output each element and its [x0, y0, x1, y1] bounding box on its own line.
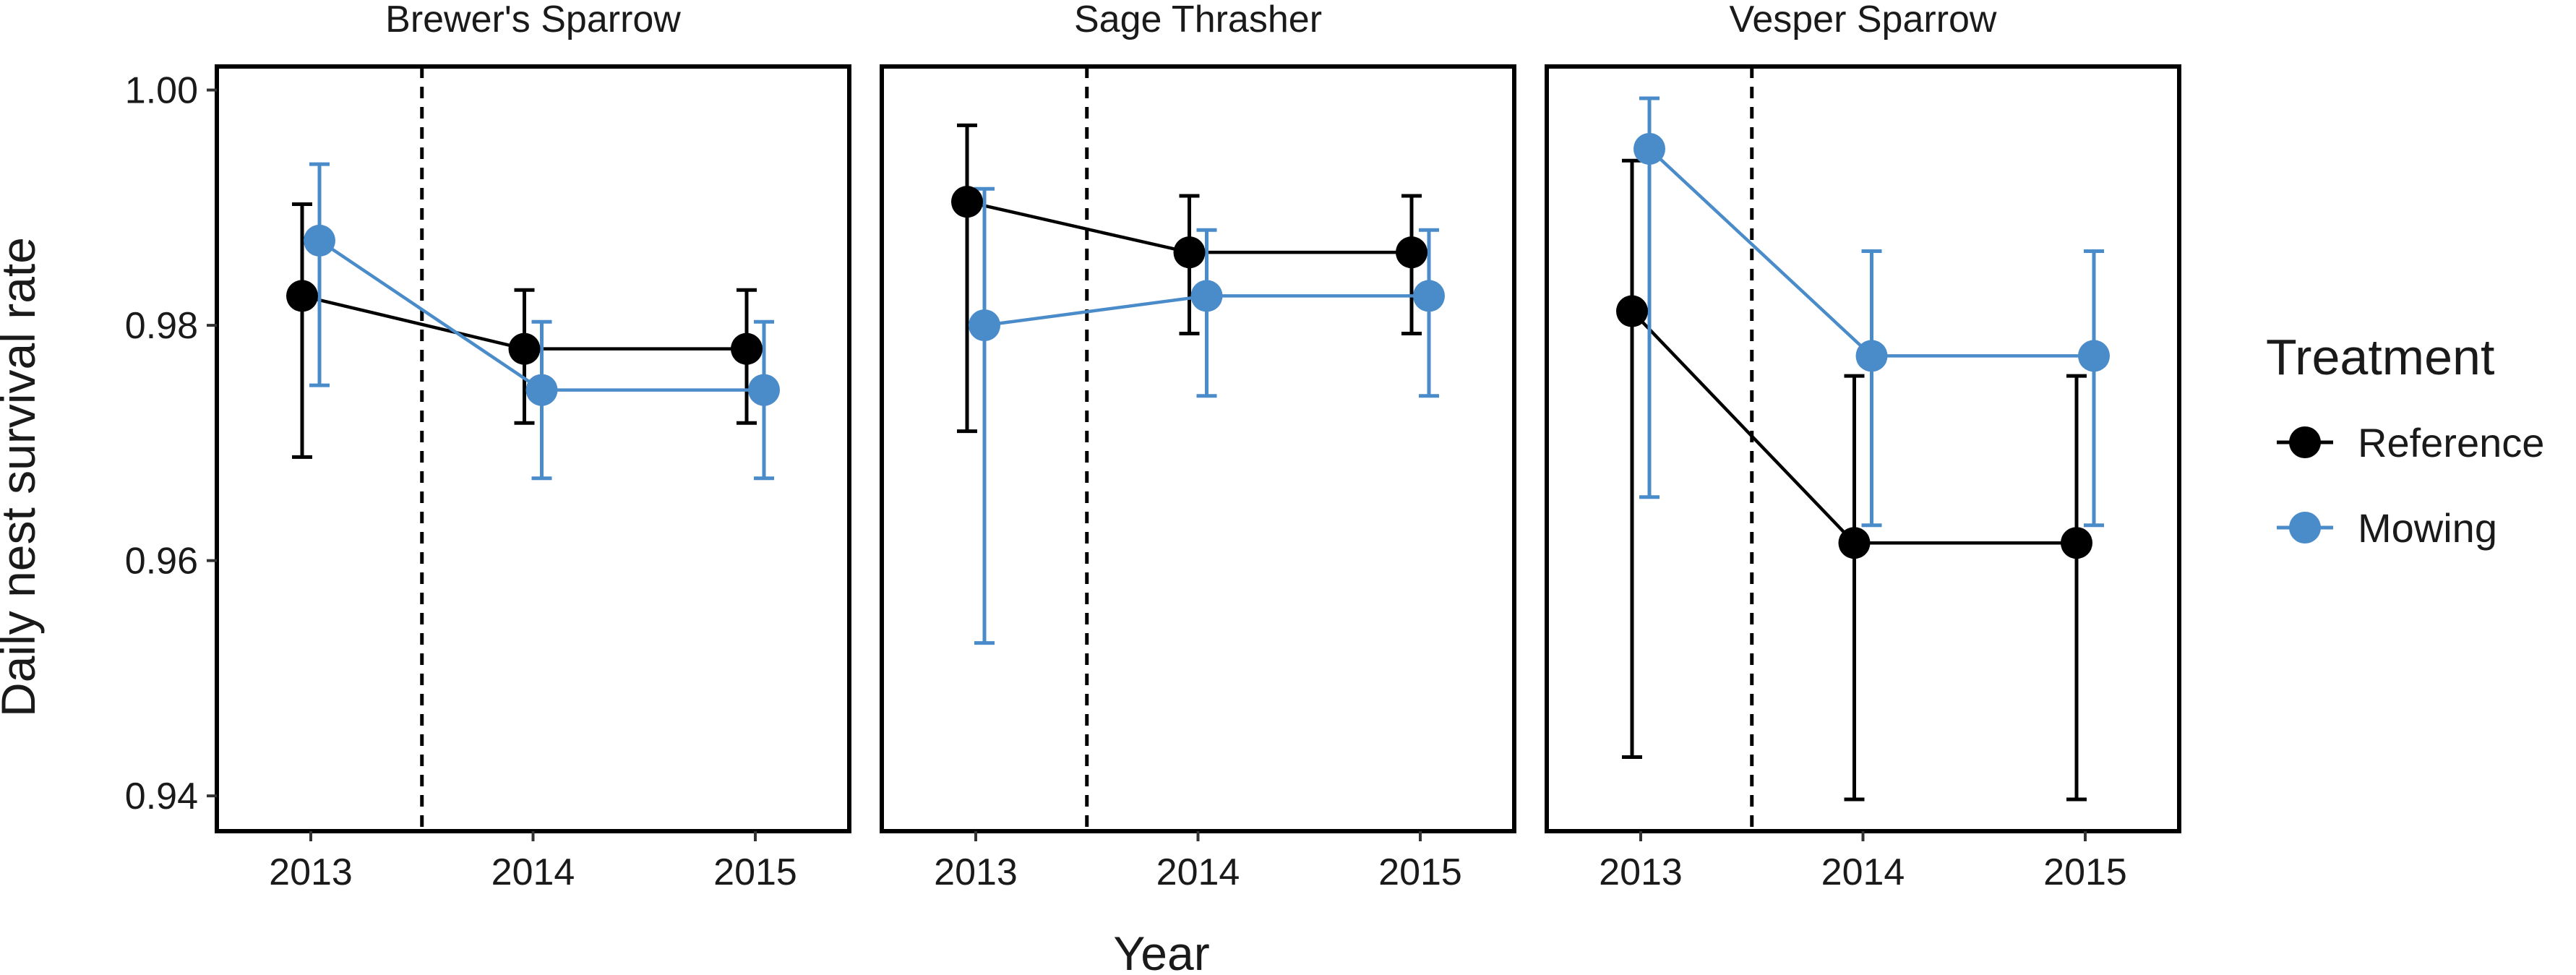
legend-key-marker — [2289, 426, 2321, 458]
panel: Sage Thrasher 2013 2014 2015 — [880, 0, 1516, 893]
panel: Brewer's Sparrow 2013 2014 2015 0.94 0.96 0.98… — [125, 0, 851, 893]
y-tick-label: 0.94 — [125, 776, 198, 817]
legend-label: Reference — [2358, 420, 2544, 465]
data-point — [1838, 527, 1871, 559]
legend-title: Treatment — [2266, 329, 2494, 385]
data-point — [1616, 295, 1648, 327]
x-axis-title: Year — [1113, 927, 1209, 975]
data-point — [1413, 280, 1445, 312]
panel-title: Vesper Sparrow — [1730, 0, 1997, 40]
data-point — [731, 332, 763, 365]
x-tick-label: 2014 — [491, 851, 575, 893]
x-tick-label: 2013 — [269, 851, 353, 893]
x-tick-label: 2015 — [1378, 851, 1462, 893]
legend-item: Reference — [2277, 420, 2544, 465]
data-point — [969, 309, 1000, 342]
panel-border — [880, 64, 1516, 833]
panel-border — [215, 64, 851, 833]
data-point — [1396, 236, 1427, 269]
x-tick-label: 2015 — [713, 851, 797, 893]
y-tick-label: 1.00 — [125, 70, 198, 112]
legend: Treatment Reference Mowing — [2266, 329, 2544, 551]
x-tick-label: 2014 — [1156, 851, 1240, 893]
data-point — [525, 374, 558, 406]
legend-key-marker — [2289, 512, 2321, 544]
legend-label: Mowing — [2358, 505, 2497, 551]
x-tick-label: 2014 — [1821, 851, 1905, 893]
data-point — [508, 332, 541, 365]
panel-border — [1545, 64, 2181, 833]
panel-title: Brewer's Sparrow — [385, 0, 681, 40]
legend-item: Mowing — [2277, 505, 2497, 551]
data-point — [2061, 527, 2092, 559]
data-point — [1173, 236, 1206, 269]
panel: Vesper Sparrow 2013 2014 2015 — [1545, 0, 2181, 893]
panel-title: Sage Thrasher — [1074, 0, 1322, 40]
data-point — [286, 280, 318, 312]
data-point — [1633, 132, 1665, 165]
data-point — [748, 374, 780, 406]
x-tick-label: 2013 — [934, 851, 1018, 893]
y-tick-label: 0.96 — [125, 541, 198, 583]
data-point — [1190, 280, 1223, 312]
y-axis-title: Daily nest survival rate — [0, 237, 45, 717]
data-point — [1855, 340, 1888, 372]
panels: Brewer's Sparrow 2013 2014 2015 0.94 0.96 0.98… — [125, 0, 2181, 893]
data-point — [951, 186, 983, 218]
data-point — [304, 224, 335, 257]
x-tick-label: 2015 — [2043, 851, 2127, 893]
data-point — [2078, 340, 2110, 372]
y-tick-label: 0.98 — [125, 305, 198, 347]
x-tick-label: 2013 — [1599, 851, 1683, 893]
